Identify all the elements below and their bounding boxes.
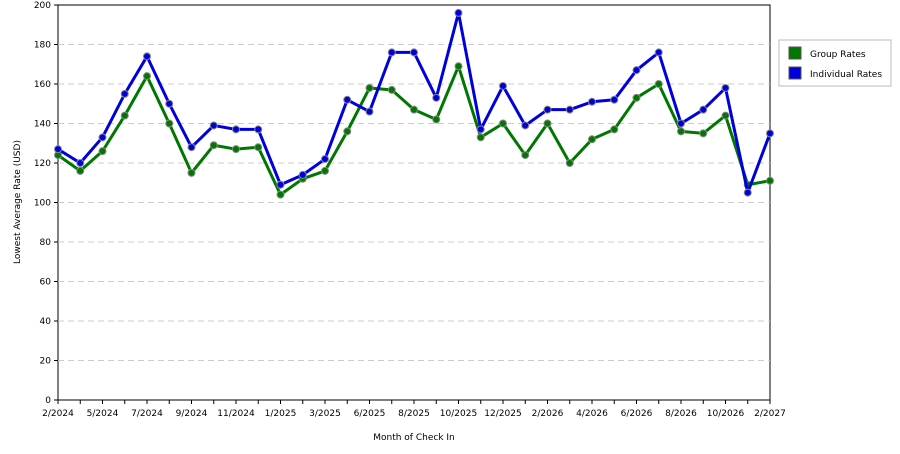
data-point	[521, 121, 530, 130]
data-point	[298, 170, 307, 179]
data-point	[610, 95, 619, 104]
data-point	[232, 145, 240, 154]
data-point	[654, 48, 663, 57]
legend-swatch	[788, 66, 802, 80]
y-tick-label: 120	[34, 159, 51, 169]
data-point	[632, 66, 641, 75]
x-tick-label: 7/2024	[131, 409, 163, 419]
y-tick-label: 60	[40, 278, 52, 288]
data-point	[165, 99, 174, 108]
data-point	[476, 125, 485, 134]
x-tick-label: 5/2024	[87, 409, 119, 419]
y-tick-label: 20	[40, 357, 52, 367]
data-point	[410, 105, 418, 114]
data-point	[254, 125, 263, 134]
data-point	[343, 127, 352, 136]
data-point	[254, 143, 263, 152]
data-point	[721, 111, 730, 120]
x-tick-label: 2/2027	[754, 409, 786, 419]
x-tick-label: 3/2025	[309, 409, 341, 419]
data-point	[677, 127, 685, 136]
data-point	[120, 111, 129, 120]
data-point	[165, 119, 174, 128]
data-point	[187, 168, 196, 177]
data-point	[276, 180, 285, 189]
data-point	[699, 129, 708, 138]
data-point	[209, 121, 218, 130]
data-point	[387, 48, 396, 57]
data-point	[410, 48, 418, 57]
data-point	[521, 151, 530, 160]
data-point	[120, 89, 129, 98]
y-tick-label: 200	[34, 1, 51, 11]
y-axis-label: Lowest Average Rate (USD)	[13, 140, 23, 264]
data-point	[187, 143, 196, 152]
legend-label: Group Rates	[810, 50, 866, 60]
data-point	[632, 93, 641, 102]
data-point	[98, 133, 107, 142]
data-point	[677, 119, 685, 128]
x-tick-label: 11/2024	[217, 409, 255, 419]
data-point	[321, 155, 329, 164]
data-point	[76, 159, 85, 167]
data-point	[499, 119, 507, 128]
data-point	[543, 105, 552, 114]
data-point	[365, 107, 374, 116]
x-tick-label: 2/2024	[42, 409, 74, 419]
data-point	[276, 190, 285, 199]
data-point	[232, 125, 240, 134]
x-tick-label: 9/2024	[176, 409, 208, 419]
data-point	[343, 95, 352, 104]
data-point	[76, 166, 85, 175]
legend-swatch	[788, 46, 802, 60]
data-point	[543, 119, 552, 128]
data-point	[454, 62, 463, 71]
x-tick-label: 2/2026	[532, 409, 564, 419]
data-point	[54, 145, 62, 154]
x-tick-label: 4/2026	[576, 409, 608, 419]
x-tick-label: 12/2025	[484, 409, 521, 419]
data-point	[387, 85, 396, 94]
x-tick-label: 6/2026	[621, 409, 653, 419]
data-point	[209, 141, 218, 150]
data-point	[588, 135, 596, 144]
data-point	[588, 97, 596, 106]
x-tick-label: 6/2025	[354, 409, 386, 419]
data-point	[766, 129, 774, 138]
data-point	[454, 8, 463, 17]
data-point	[565, 105, 574, 114]
data-point	[365, 83, 374, 92]
x-axis-label: Month of Check In	[373, 433, 455, 443]
x-tick-label: 10/2026	[707, 409, 745, 419]
x-tick-label: 1/2025	[265, 409, 297, 419]
data-point	[143, 72, 151, 81]
y-tick-label: 80	[40, 238, 52, 248]
y-tick-label: 0	[45, 396, 51, 406]
data-point	[610, 125, 619, 134]
data-point	[743, 188, 752, 197]
data-point	[699, 105, 708, 114]
x-tick-label: 8/2026	[665, 409, 697, 419]
data-point	[654, 80, 663, 88]
data-point	[499, 81, 507, 90]
y-tick-label: 180	[34, 41, 51, 51]
data-point	[476, 133, 485, 142]
data-point	[565, 159, 574, 167]
data-point	[432, 93, 441, 102]
y-tick-label: 100	[34, 199, 51, 209]
y-tick-label: 160	[34, 80, 51, 90]
data-point	[321, 166, 329, 175]
data-point	[143, 52, 151, 61]
x-tick-label: 8/2025	[398, 409, 430, 419]
data-point	[721, 83, 730, 92]
data-point	[98, 147, 107, 156]
data-point	[432, 115, 441, 124]
x-tick-label: 10/2025	[440, 409, 477, 419]
y-tick-label: 40	[40, 317, 52, 327]
legend-label: Individual Rates	[810, 70, 882, 80]
data-point	[766, 176, 774, 185]
y-tick-label: 140	[34, 120, 51, 130]
